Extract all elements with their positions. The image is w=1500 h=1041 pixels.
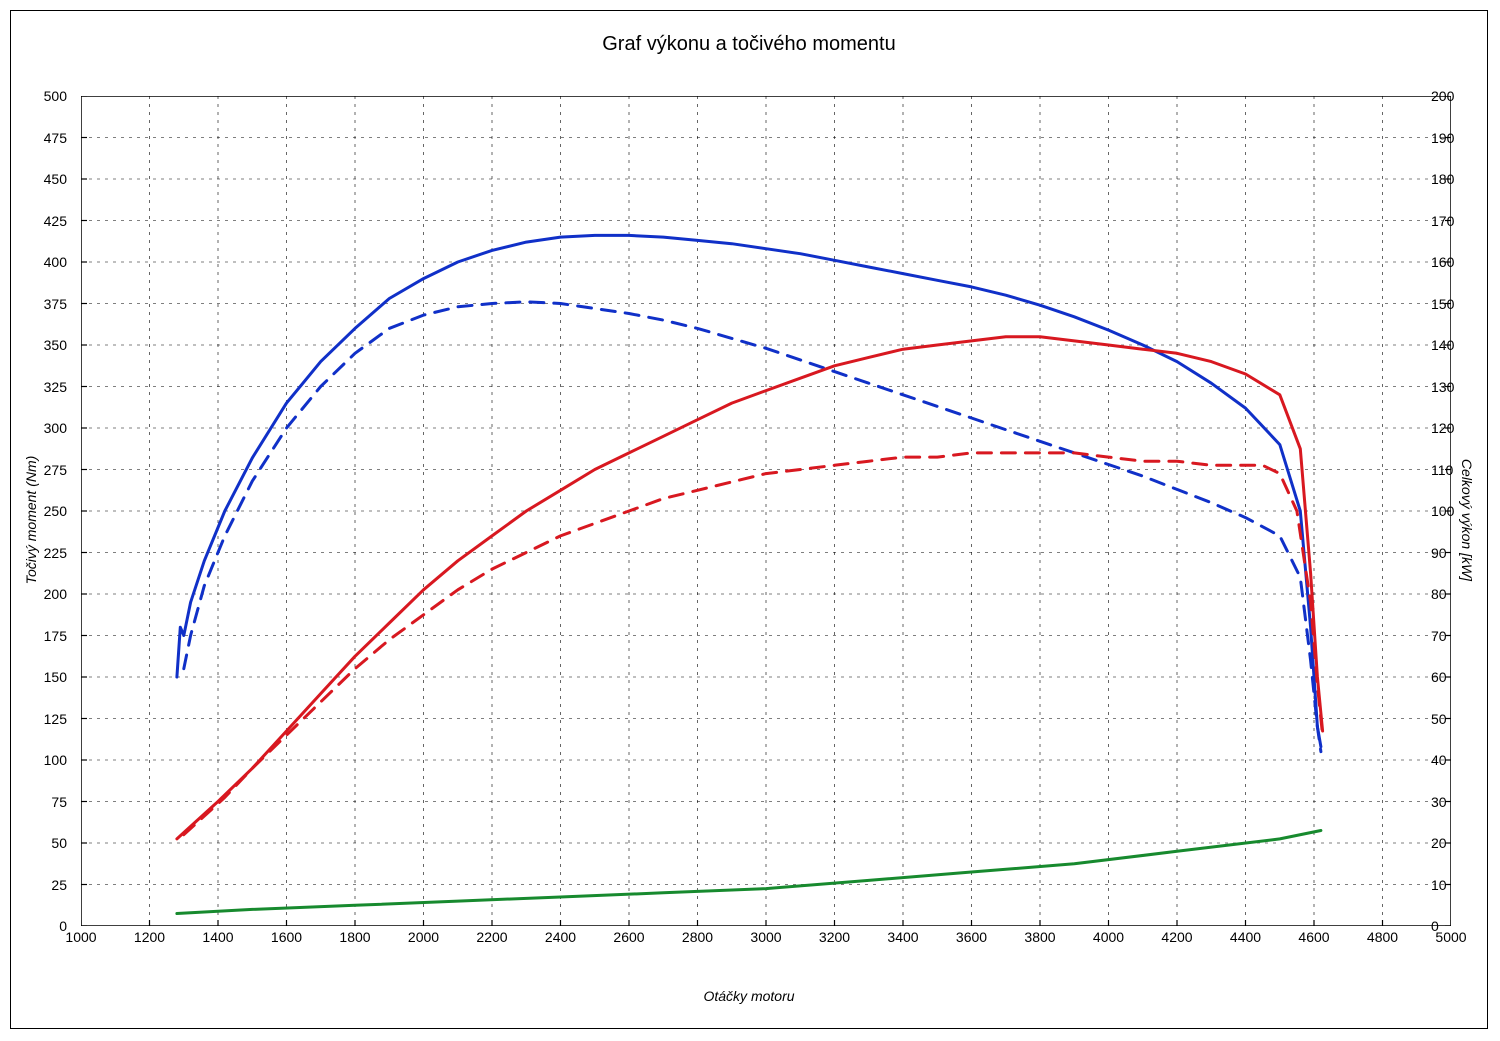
- x-tick-label: 2800: [682, 929, 713, 945]
- y-left-tick-labels: 0255075100125150175200225250275300325350…: [11, 96, 71, 926]
- x-tick-label: 1800: [339, 929, 370, 945]
- x-tick-label: 2000: [408, 929, 439, 945]
- y-right-tick-label: 200: [1431, 88, 1487, 104]
- plot-svg: [81, 96, 1451, 926]
- y-left-tick-label: 500: [11, 88, 67, 104]
- y-left-tick-label: 275: [11, 462, 67, 478]
- y-left-tick-label: 375: [11, 296, 67, 312]
- y-left-tick-label: 150: [11, 669, 67, 685]
- x-tick-label: 4200: [1161, 929, 1192, 945]
- y-right-tick-label: 190: [1431, 130, 1487, 146]
- y-right-tick-labels: 0102030405060708090100110120130140150160…: [1427, 96, 1487, 926]
- x-tick-labels: 1000120014001600180020002200240026002800…: [81, 929, 1451, 949]
- y-right-tick-label: 80: [1431, 586, 1487, 602]
- plot-area: [81, 96, 1451, 926]
- y-left-tick-label: 350: [11, 337, 67, 353]
- y-left-tick-label: 0: [11, 918, 67, 934]
- y-right-tick-label: 150: [1431, 296, 1487, 312]
- y-right-tick-label: 100: [1431, 503, 1487, 519]
- x-tick-label: 4800: [1367, 929, 1398, 945]
- y-right-tick-label: 70: [1431, 628, 1487, 644]
- y-left-tick-label: 250: [11, 503, 67, 519]
- y-left-tick-label: 450: [11, 171, 67, 187]
- x-tick-label: 1200: [134, 929, 165, 945]
- y-left-tick-label: 400: [11, 254, 67, 270]
- y-left-tick-label: 175: [11, 628, 67, 644]
- y-right-tick-label: 0: [1431, 918, 1487, 934]
- y-right-tick-label: 60: [1431, 669, 1487, 685]
- y-right-tick-label: 160: [1431, 254, 1487, 270]
- x-tick-label: 3800: [1024, 929, 1055, 945]
- y-right-tick-label: 40: [1431, 752, 1487, 768]
- y-left-tick-label: 475: [11, 130, 67, 146]
- y-right-tick-label: 110: [1431, 462, 1487, 478]
- y-right-tick-label: 120: [1431, 420, 1487, 436]
- y-right-tick-label: 20: [1431, 835, 1487, 851]
- y-right-tick-label: 130: [1431, 379, 1487, 395]
- y-right-tick-label: 50: [1431, 711, 1487, 727]
- x-tick-label: 3400: [887, 929, 918, 945]
- x-axis-title: Otáčky motoru: [11, 988, 1487, 1004]
- y-left-tick-label: 100: [11, 752, 67, 768]
- chart-title: Graf výkonu a točivého momentu: [11, 33, 1487, 56]
- y-left-tick-label: 325: [11, 379, 67, 395]
- y-left-tick-label: 50: [11, 835, 67, 851]
- y-left-tick-label: 425: [11, 213, 67, 229]
- x-tick-label: 4000: [1093, 929, 1124, 945]
- x-tick-label: 2200: [476, 929, 507, 945]
- x-tick-label: 4600: [1298, 929, 1329, 945]
- x-tick-label: 3000: [750, 929, 781, 945]
- y-right-tick-label: 10: [1431, 877, 1487, 893]
- x-tick-label: 1000: [65, 929, 96, 945]
- x-tick-label: 3600: [956, 929, 987, 945]
- y-right-tick-label: 170: [1431, 213, 1487, 229]
- x-tick-label: 2400: [545, 929, 576, 945]
- y-left-tick-label: 25: [11, 877, 67, 893]
- x-tick-label: 1600: [271, 929, 302, 945]
- y-right-tick-label: 30: [1431, 794, 1487, 810]
- y-right-tick-label: 90: [1431, 545, 1487, 561]
- y-left-tick-label: 300: [11, 420, 67, 436]
- y-left-tick-label: 125: [11, 711, 67, 727]
- chart-frame: Graf výkonu a točivého momentu DC WWW.DY…: [10, 10, 1488, 1029]
- x-tick-label: 3200: [819, 929, 850, 945]
- y-left-tick-label: 75: [11, 794, 67, 810]
- y-left-tick-label: 200: [11, 586, 67, 602]
- x-tick-label: 1400: [202, 929, 233, 945]
- x-tick-label: 2600: [613, 929, 644, 945]
- y-left-tick-label: 225: [11, 545, 67, 561]
- y-right-tick-label: 140: [1431, 337, 1487, 353]
- y-right-tick-label: 180: [1431, 171, 1487, 187]
- x-tick-label: 4400: [1230, 929, 1261, 945]
